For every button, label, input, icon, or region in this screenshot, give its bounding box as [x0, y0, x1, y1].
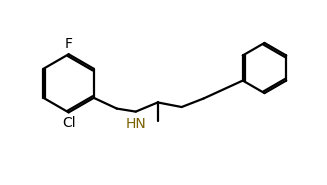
Text: Cl: Cl: [62, 116, 76, 130]
Text: F: F: [65, 37, 73, 51]
Text: HN: HN: [125, 117, 146, 131]
